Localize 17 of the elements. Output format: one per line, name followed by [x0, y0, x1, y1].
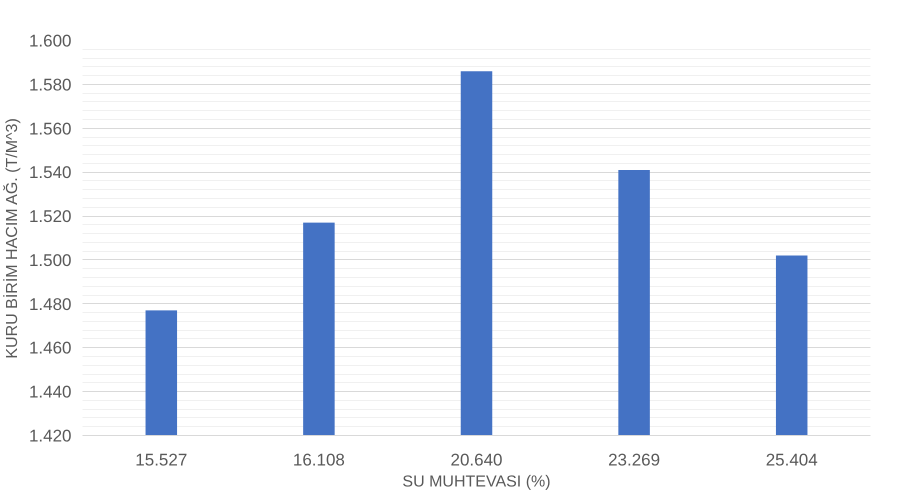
y-tick-label: 1.520 [28, 207, 72, 226]
x-tick-label: 23.269 [608, 450, 660, 470]
x-tick-label: 20.640 [450, 450, 502, 470]
y-tick-label: 1.500 [28, 250, 72, 270]
y-tick-label: 1.540 [28, 163, 72, 182]
y-tick-label: 1.480 [28, 294, 72, 314]
y-tick-label: 1.440 [28, 382, 72, 402]
y-axis-title: KURU BİRİM HACIM AĞ. (T/M^3) [2, 118, 21, 359]
x-axis-title: SU MUHTEVASI (%) [402, 474, 551, 490]
y-tick-label: 1.600 [28, 32, 72, 50]
y-tick-label: 1.580 [28, 75, 72, 94]
y-tick-label: 1.460 [28, 338, 72, 358]
x-tick-label: 16.108 [292, 450, 345, 470]
x-tick-label: 25.404 [766, 450, 818, 470]
y-tick-label: 1.420 [28, 426, 72, 446]
x-tick-label: 15.527 [135, 450, 188, 470]
y-tick-label: 1.560 [28, 119, 72, 138]
